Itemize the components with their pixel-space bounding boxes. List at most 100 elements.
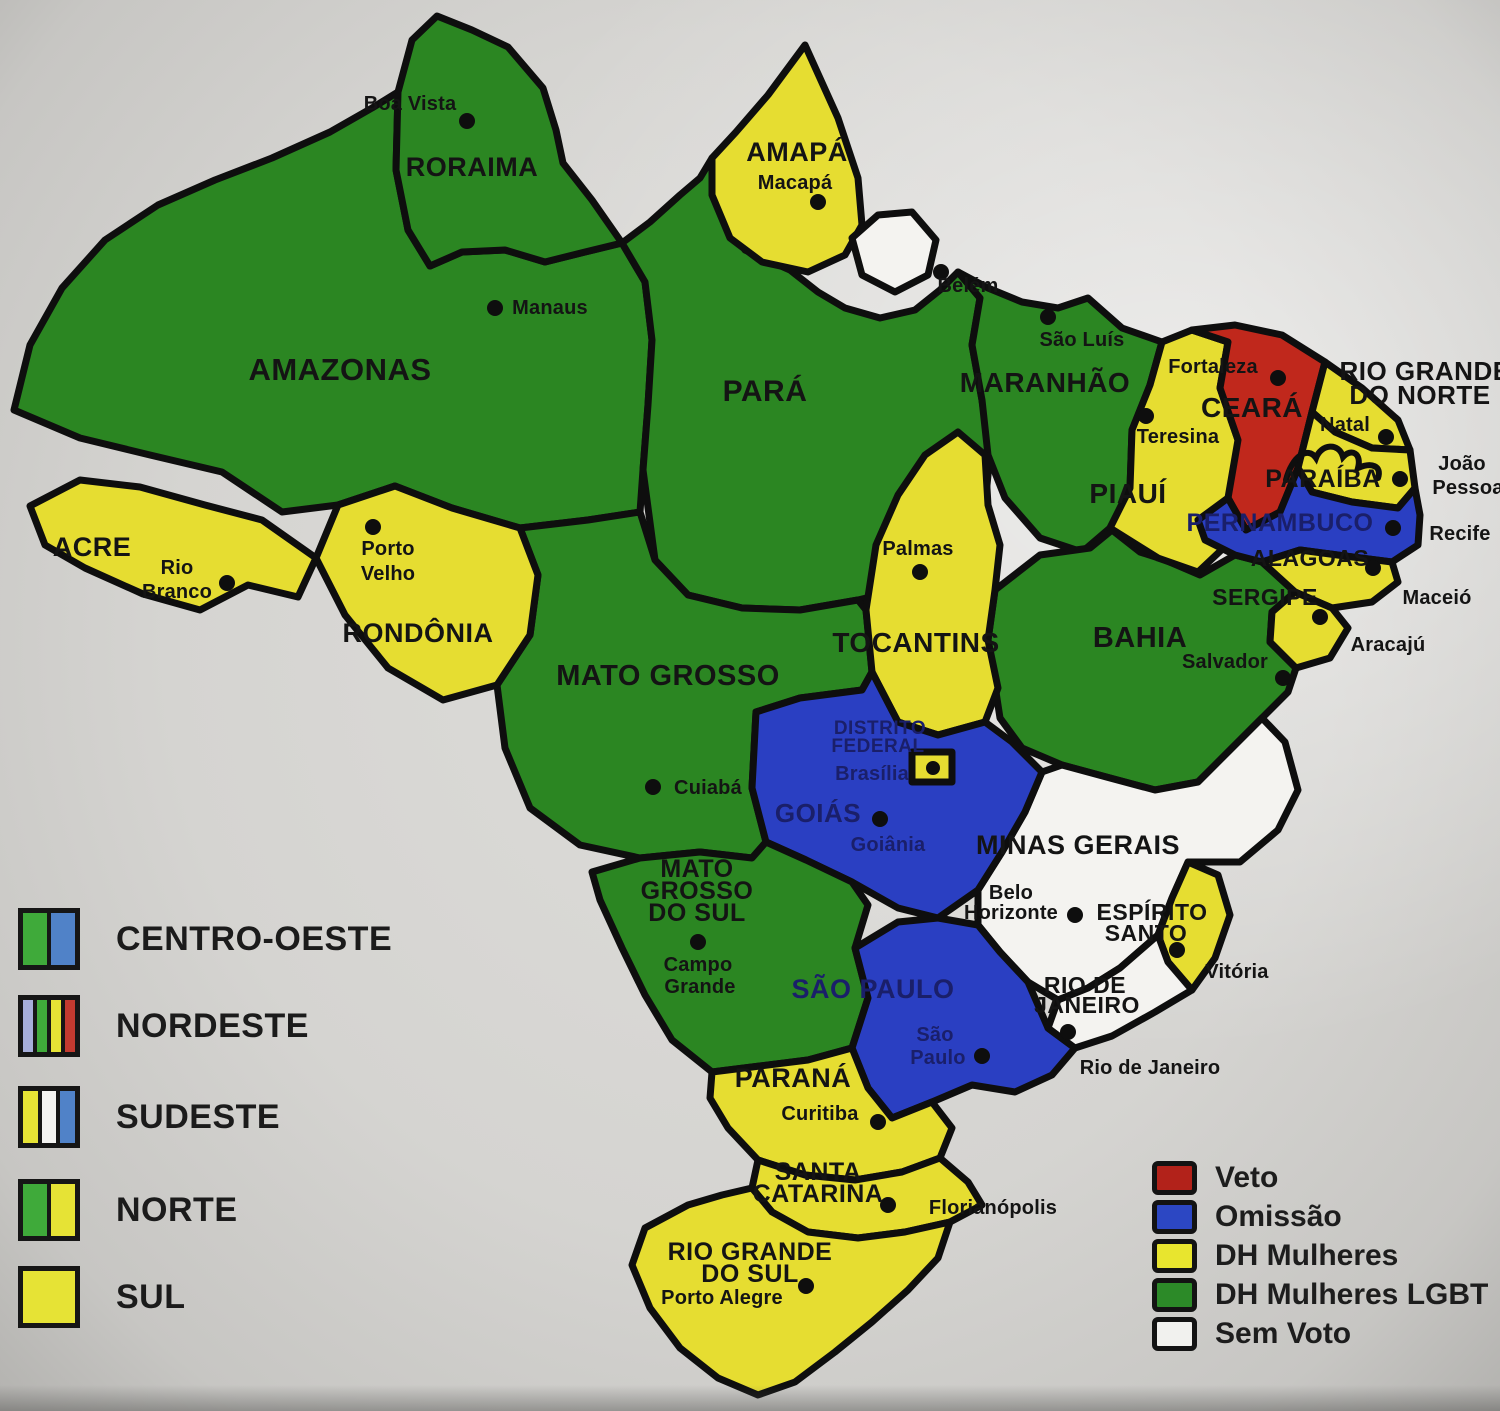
- city-label-recife: Recife: [1429, 523, 1490, 545]
- city-label-porto-alegre: Porto Alegre: [661, 1287, 783, 1309]
- category-swatch-veto: [1152, 1160, 1197, 1195]
- state-label-rondonia: RONDÔNIA: [343, 617, 494, 648]
- category-swatch-sem-voto: [1152, 1316, 1197, 1351]
- category-swatch-omissao: [1152, 1199, 1197, 1234]
- city-label-belo-horizonte-l2: Horizonte: [964, 902, 1058, 924]
- city-labels: Boa Vista Manaus Rio Branco Porto Velho …: [142, 93, 1500, 1309]
- city-dot-rio-de-janeiro: [1060, 1024, 1076, 1040]
- city-dot-porto-alegre: [798, 1278, 814, 1294]
- category-legend-item-sem-voto: Sem Voto: [1152, 1316, 1488, 1351]
- state-minas-gerais: [974, 714, 1302, 1004]
- city-label-manaus: Manaus: [512, 297, 588, 319]
- paraiba-inner-border: [1283, 443, 1382, 483]
- city-label-fortaleza: Fortaleza: [1168, 356, 1258, 378]
- region-legend-item-centro-oeste: CENTRO-OESTE: [18, 908, 392, 970]
- city-dot-belem: [933, 264, 949, 280]
- state-label-ceara: CEARÁ: [1201, 392, 1303, 423]
- region-legend-item-norte: NORTE: [18, 1179, 238, 1241]
- city-label-curitiba: Curitiba: [781, 1103, 859, 1125]
- state-label-roraima: RORAIMA: [406, 152, 539, 182]
- state-pernambuco: [1194, 464, 1424, 566]
- city-dot-recife: [1385, 520, 1401, 536]
- city-label-brasilia: Brasília: [835, 763, 910, 785]
- city-dot-porto-velho: [365, 519, 381, 535]
- city-dot-teresina: [1138, 408, 1154, 424]
- region-legend-item-nordeste: NORDESTE: [18, 995, 309, 1057]
- city-label-florianopolis: Florianópolis: [929, 1197, 1057, 1219]
- state-label-rio-de-janeiro-l1: RIO DE: [1044, 972, 1126, 998]
- state-label-acre: ACRE: [53, 532, 132, 562]
- city-label-sao-paulo-l1: São: [916, 1024, 953, 1046]
- city-label-porto-velho-l2: Velho: [361, 563, 415, 585]
- city-label-teresina: Teresina: [1137, 426, 1220, 448]
- category-swatch-dh-mulheres: [1152, 1238, 1197, 1273]
- city-dot-palmas: [912, 564, 928, 580]
- state-label-maranhao: MARANHÃO: [960, 367, 1130, 398]
- region-legend-item-sul: SUL: [18, 1266, 186, 1328]
- city-label-belo-horizonte-l1: Belo: [989, 882, 1033, 904]
- region-swatch-norte: [18, 1179, 80, 1241]
- state-acre: [26, 476, 320, 614]
- category-label-veto: Veto: [1215, 1160, 1279, 1194]
- city-dot-vitoria: [1169, 942, 1185, 958]
- city-dot-natal: [1378, 429, 1394, 445]
- city-dot-cuiaba: [645, 779, 661, 795]
- city-dot-sao-paulo: [974, 1048, 990, 1064]
- category-legend-item-dh-mulheres-lgbt: DH Mulheres LGBT: [1152, 1277, 1488, 1312]
- city-label-macapa: Macapá: [758, 172, 833, 194]
- region-swatch-nordeste: [18, 995, 80, 1057]
- city-label-sao-luis: São Luís: [1040, 329, 1125, 351]
- region-swatch-sudeste: [18, 1086, 80, 1148]
- state-label-santa-catarina-l2: CATARINA: [753, 1180, 884, 1208]
- state-label-bahia: BAHIA: [1093, 622, 1187, 654]
- state-parana: [706, 1044, 956, 1184]
- state-label-goias: GOIÁS: [775, 798, 861, 828]
- city-dot-goiania: [872, 811, 888, 827]
- category-label-dh-mulheres-lgbt: DH Mulheres LGBT: [1215, 1277, 1489, 1311]
- state-label-para: PARÁ: [723, 374, 808, 408]
- city-dot-joao-pessoa: [1392, 471, 1408, 487]
- city-dot-salvador: [1275, 670, 1291, 686]
- state-label-mato-grosso-do-sul-l1: MATO: [660, 855, 733, 883]
- city-label-maceio: Maceió: [1402, 587, 1471, 609]
- state-label-espirito-santo-l1: ESPÍRITO: [1097, 898, 1208, 925]
- category-legend-item-dh-mulheres: DH Mulheres: [1152, 1238, 1488, 1273]
- state-label-sergipe: SERGIPE: [1212, 584, 1318, 610]
- city-dot-fortaleza: [1270, 370, 1286, 386]
- marajo-island: [848, 208, 940, 296]
- state-label-amazonas: AMAZONAS: [248, 352, 431, 387]
- city-label-rio-de-janeiro: Rio de Janeiro: [1080, 1057, 1221, 1079]
- state-label-amapa: AMAPÁ: [746, 136, 848, 167]
- city-dot-belo-horizonte: [1067, 907, 1083, 923]
- state-label-distrito-federal-l1: DISTRITO: [834, 718, 926, 739]
- city-label-boa-vista: Boa Vista: [364, 93, 457, 115]
- city-label-goiania: Goiânia: [851, 834, 926, 856]
- state-label-alagoas: ALAGOAS: [1251, 545, 1370, 571]
- city-dot-maceio: [1365, 560, 1381, 576]
- capital-dots: [219, 113, 1408, 1294]
- city-label-aracaju: Aracajú: [1351, 634, 1426, 656]
- state-label-espirito-santo-l2: SANTO: [1105, 920, 1188, 946]
- city-label-campo-grande-l1: Campo: [664, 954, 733, 976]
- state-tocantins: [862, 428, 1004, 739]
- state-label-rio-de-janeiro-l2: JANEIRO: [1034, 992, 1140, 1018]
- city-label-natal: Natal: [1320, 414, 1370, 436]
- state-label-distrito-federal-l2: FEDERAL: [831, 736, 924, 757]
- state-rio-de-janeiro: [1044, 931, 1196, 1052]
- city-label-sao-paulo-l2: Paulo: [910, 1047, 965, 1069]
- state-label-sao-paulo: SÃO PAULO: [791, 973, 954, 1004]
- state-label-mato-grosso: MATO GROSSO: [556, 660, 780, 692]
- category-legend-item-veto: Veto: [1152, 1160, 1488, 1195]
- state-label-rio-grande-do-norte-l1: RIO GRANDE: [1339, 356, 1500, 386]
- state-label-mato-grosso-do-sul-l2: GROSSO: [641, 877, 754, 905]
- category-swatch-dh-mulheres-lgbt: [1152, 1277, 1197, 1312]
- category-label-dh-mulheres: DH Mulheres: [1215, 1238, 1399, 1272]
- region-swatch-centro-oeste: [18, 908, 80, 970]
- city-label-belem: Belém: [937, 275, 998, 297]
- region-label-centro-oeste: CENTRO-OESTE: [116, 919, 393, 958]
- category-label-omissao: Omissão: [1215, 1199, 1342, 1233]
- category-legend: Veto Omissão DH Mulheres DH Mulheres LGB…: [1152, 1160, 1488, 1351]
- state-shapes: [10, 12, 1424, 1399]
